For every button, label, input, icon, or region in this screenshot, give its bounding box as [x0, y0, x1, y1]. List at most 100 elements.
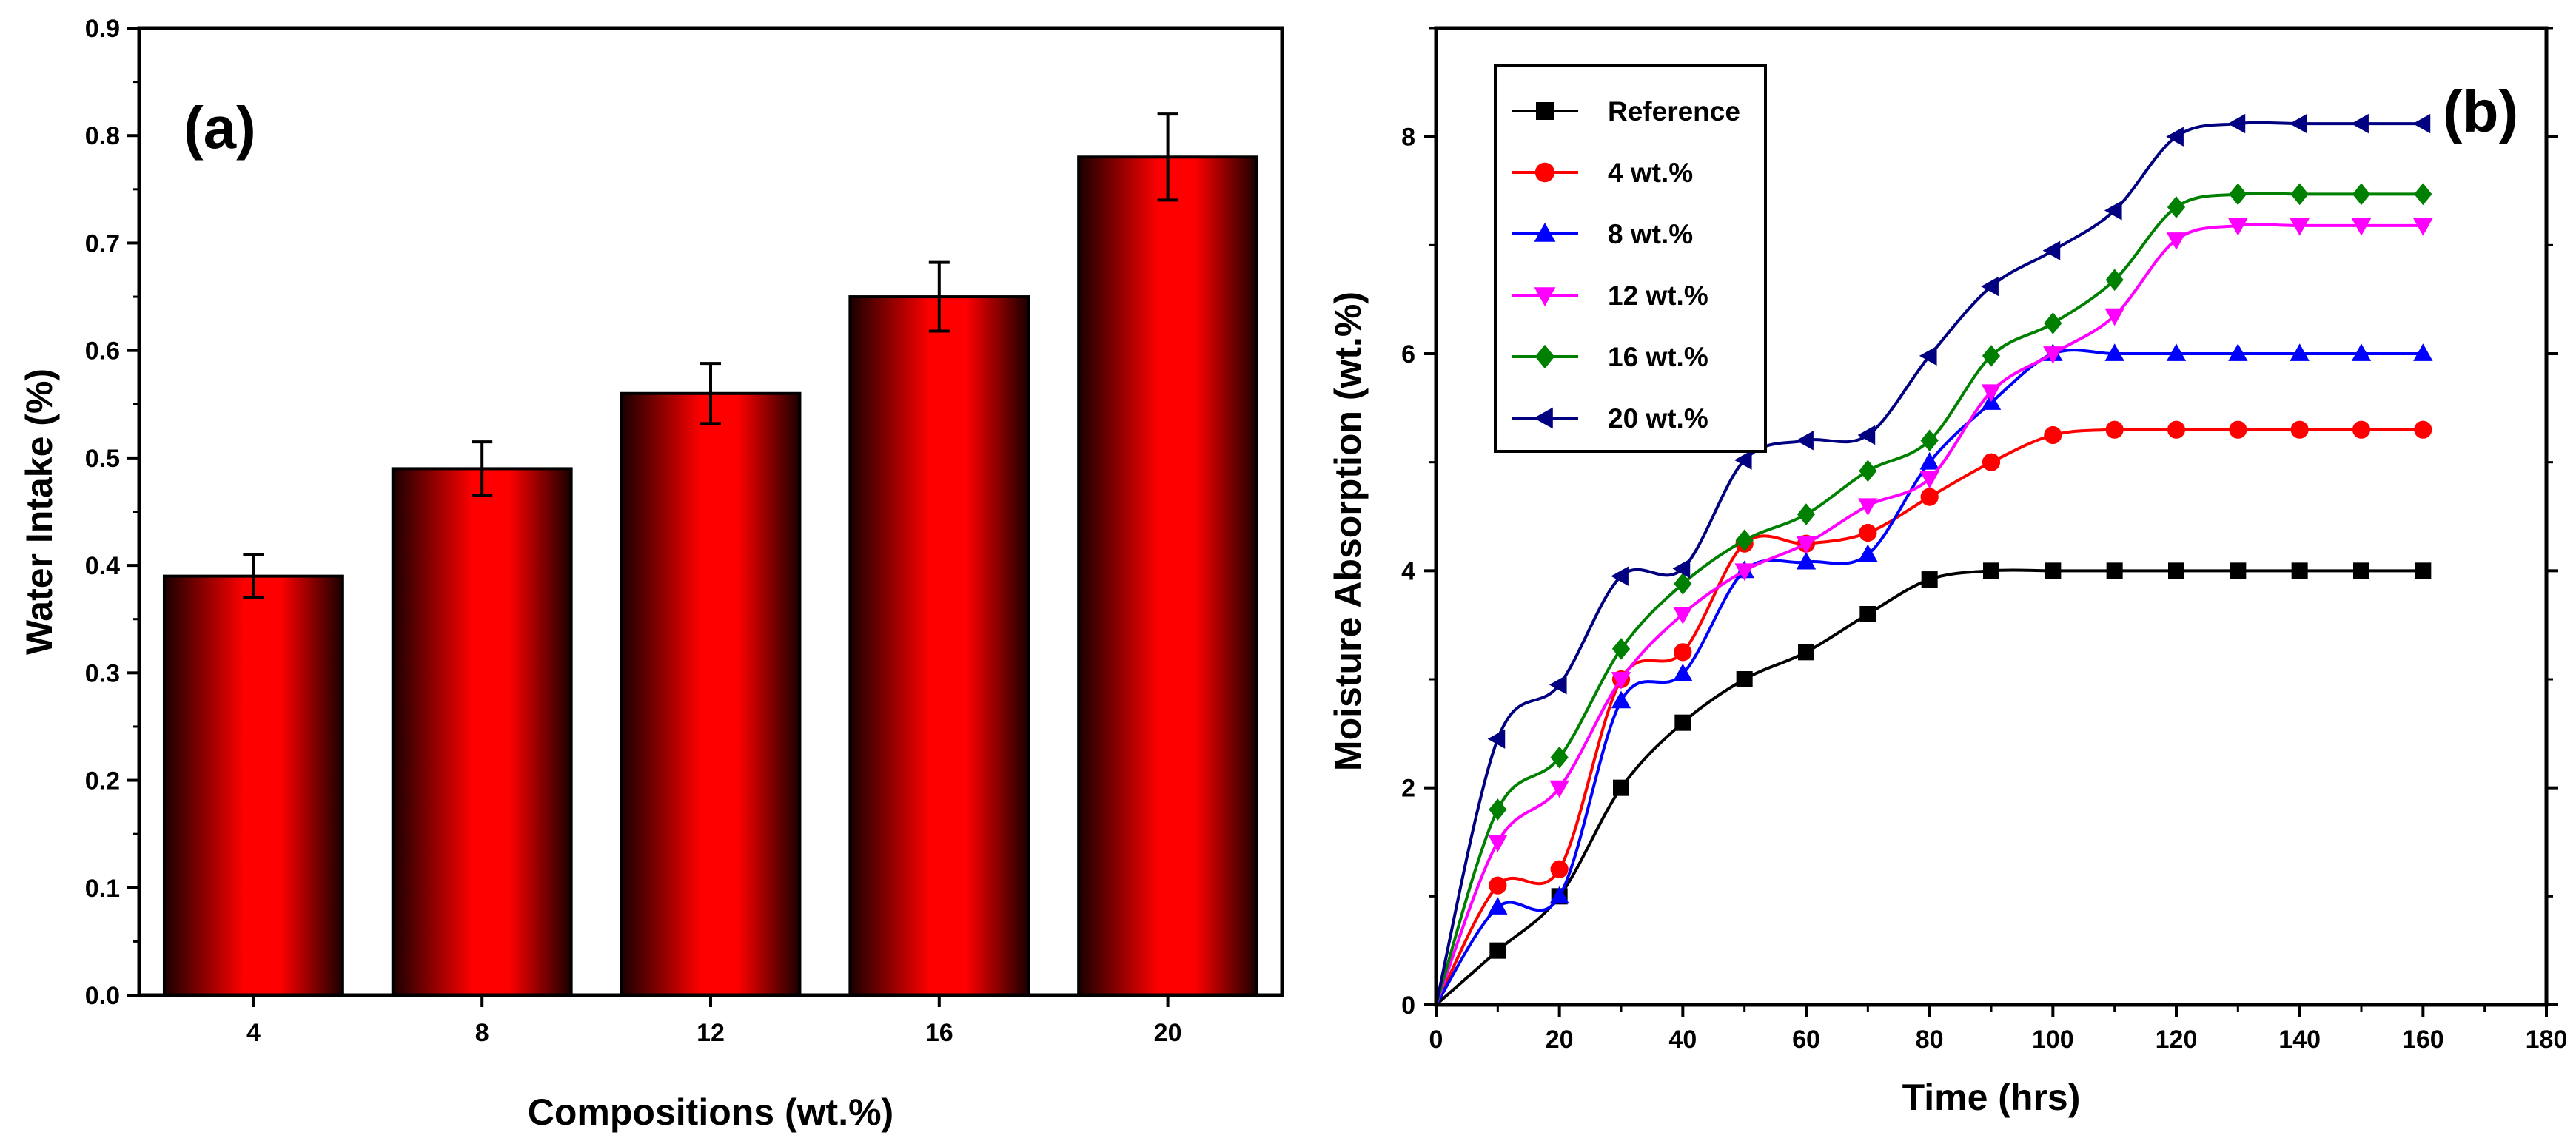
y-tick-label: 0.7: [85, 229, 120, 258]
panel-b-line-chart: 0 20 40 60 80 100 120 140 160 180 0 2 4 6 8 Reference 4…: [1327, 26, 2568, 1118]
data-point: [2228, 218, 2248, 236]
legend-label: 8 wt.%: [1608, 219, 1693, 249]
series-line: [1435, 568, 2424, 1006]
data-point: [2352, 420, 2371, 439]
data-point: [2105, 269, 2124, 292]
legend-label: 4 wt.%: [1608, 158, 1693, 188]
data-point: [2104, 343, 2124, 361]
bar-16: [848, 295, 1030, 997]
data-point: [1859, 523, 1877, 542]
legend-item: 4 wt.%: [1512, 158, 1693, 188]
legend-item: 20 wt.%: [1512, 403, 1708, 434]
panel-a-y-axis-title: Water Intake (%): [19, 368, 60, 655]
x-tick-label: 80: [1916, 1026, 1944, 1054]
data-point: [2413, 343, 2433, 361]
data-point: [1611, 638, 1631, 660]
data-point: [2044, 425, 2062, 445]
data-point: [1613, 779, 1629, 796]
data-point: [1981, 276, 1999, 297]
x-tick-label: 40: [1668, 1026, 1697, 1054]
x-tick-label: 180: [2526, 1026, 2568, 1054]
error-bar-20: [1157, 112, 1178, 202]
panel-a-axes: 4 8 12 16 20 0.0 0.1 0.2 0.3 0.4 0.5 0.6 0.7 0.8 0.9: [85, 15, 1182, 1047]
data-point: [1920, 429, 1939, 452]
data-point: [1674, 573, 1692, 595]
data-point: [2167, 420, 2186, 439]
data-point: [2166, 232, 2187, 250]
data-point: [2045, 562, 2062, 579]
data-point: [1919, 471, 1939, 489]
y-tick-label: 6: [1401, 340, 1415, 368]
legend-swatch-marker: [1536, 102, 1554, 120]
x-tick-label: 12: [697, 1019, 725, 1047]
data-point: [2351, 113, 2369, 134]
panel-b-y-axis-title: Moisture Absorption (wt.%): [1327, 292, 1369, 771]
data-point: [2290, 343, 2310, 361]
legend-item: 12 wt.%: [1512, 280, 1708, 311]
data-point: [2104, 308, 2124, 326]
legend-label: 16 wt.%: [1608, 342, 1708, 372]
data-point: [1673, 663, 1693, 681]
data-point: [1550, 860, 1569, 878]
data-point: [1489, 798, 1507, 821]
y-tick-label: 0.5: [85, 445, 120, 473]
legend-swatch-marker: [1534, 162, 1555, 183]
x-tick-label: 8: [475, 1019, 489, 1047]
data-point: [1611, 690, 1631, 709]
data-point: [1859, 606, 1876, 622]
data-point: [2413, 218, 2433, 236]
data-point: [1857, 425, 1876, 445]
legend-box: [1494, 64, 1767, 453]
data-point: [1488, 835, 1508, 852]
data-point: [2167, 196, 2186, 218]
x-tick-label: 120: [2156, 1026, 2198, 1054]
bar-8: [391, 467, 573, 997]
data-point: [1673, 607, 1693, 625]
x-tick-label: 20: [1154, 1019, 1182, 1047]
y-tick-label: 2: [1401, 775, 1415, 803]
data-point: [2412, 113, 2431, 134]
panel-b-x-axis-title: Time (hrs): [1902, 1077, 2081, 1118]
bar-4: [162, 574, 344, 997]
panel-b-label: (b): [2443, 78, 2518, 144]
y-tick-label: 8: [1401, 124, 1415, 152]
data-point: [1489, 942, 1506, 959]
series-16-wt-: [1435, 183, 2432, 1006]
legend-item: Reference: [1512, 96, 1740, 127]
data-point: [2168, 562, 2184, 579]
error-bar-12: [700, 362, 721, 425]
data-point: [2415, 562, 2432, 579]
data-point: [2228, 343, 2248, 361]
data-point: [1674, 643, 1692, 662]
data-point: [1796, 536, 1817, 554]
error-bar-4: [243, 553, 264, 599]
data-point: [1549, 675, 1567, 695]
x-tick-label: 160: [2402, 1026, 2444, 1054]
data-point: [2291, 562, 2308, 579]
data-point: [1858, 544, 1878, 562]
data-point: [1487, 729, 1506, 749]
panel-a-bar-chart: 4 8 12 16 20 0.0 0.1 0.2 0.3 0.4 0.5 0.6 0.7 0.8 0.9 (…: [19, 15, 1284, 1133]
series-20-wt-: [1435, 113, 2431, 1006]
data-point: [1734, 563, 1754, 582]
data-point: [1982, 345, 2001, 367]
legend-label: Reference: [1608, 96, 1740, 127]
x-tick-label: 140: [2278, 1026, 2321, 1054]
panel-b-legend: Reference 4 wt.% 8 wt.% 12 wt.% 16 wt.% 20 wt…: [1494, 64, 1767, 453]
data-point: [2042, 240, 2061, 260]
error-bar-16: [928, 260, 950, 333]
panel-a-label: (a): [184, 95, 256, 161]
data-point: [2044, 312, 2062, 334]
series-4-wt-: [1435, 420, 2432, 1006]
panel-a-x-axis-title: Compositions (wt.%): [528, 1091, 893, 1133]
y-tick-label: 0.9: [85, 15, 120, 43]
data-point: [1674, 714, 1691, 731]
data-point: [1672, 559, 1691, 579]
data-point: [1796, 431, 1814, 451]
data-point: [2105, 420, 2124, 439]
x-tick-label: 60: [1792, 1026, 1820, 1054]
data-point: [2290, 183, 2309, 206]
data-point: [2227, 113, 2246, 134]
y-tick-label: 0.0: [85, 982, 120, 1010]
data-point: [1797, 503, 1816, 525]
